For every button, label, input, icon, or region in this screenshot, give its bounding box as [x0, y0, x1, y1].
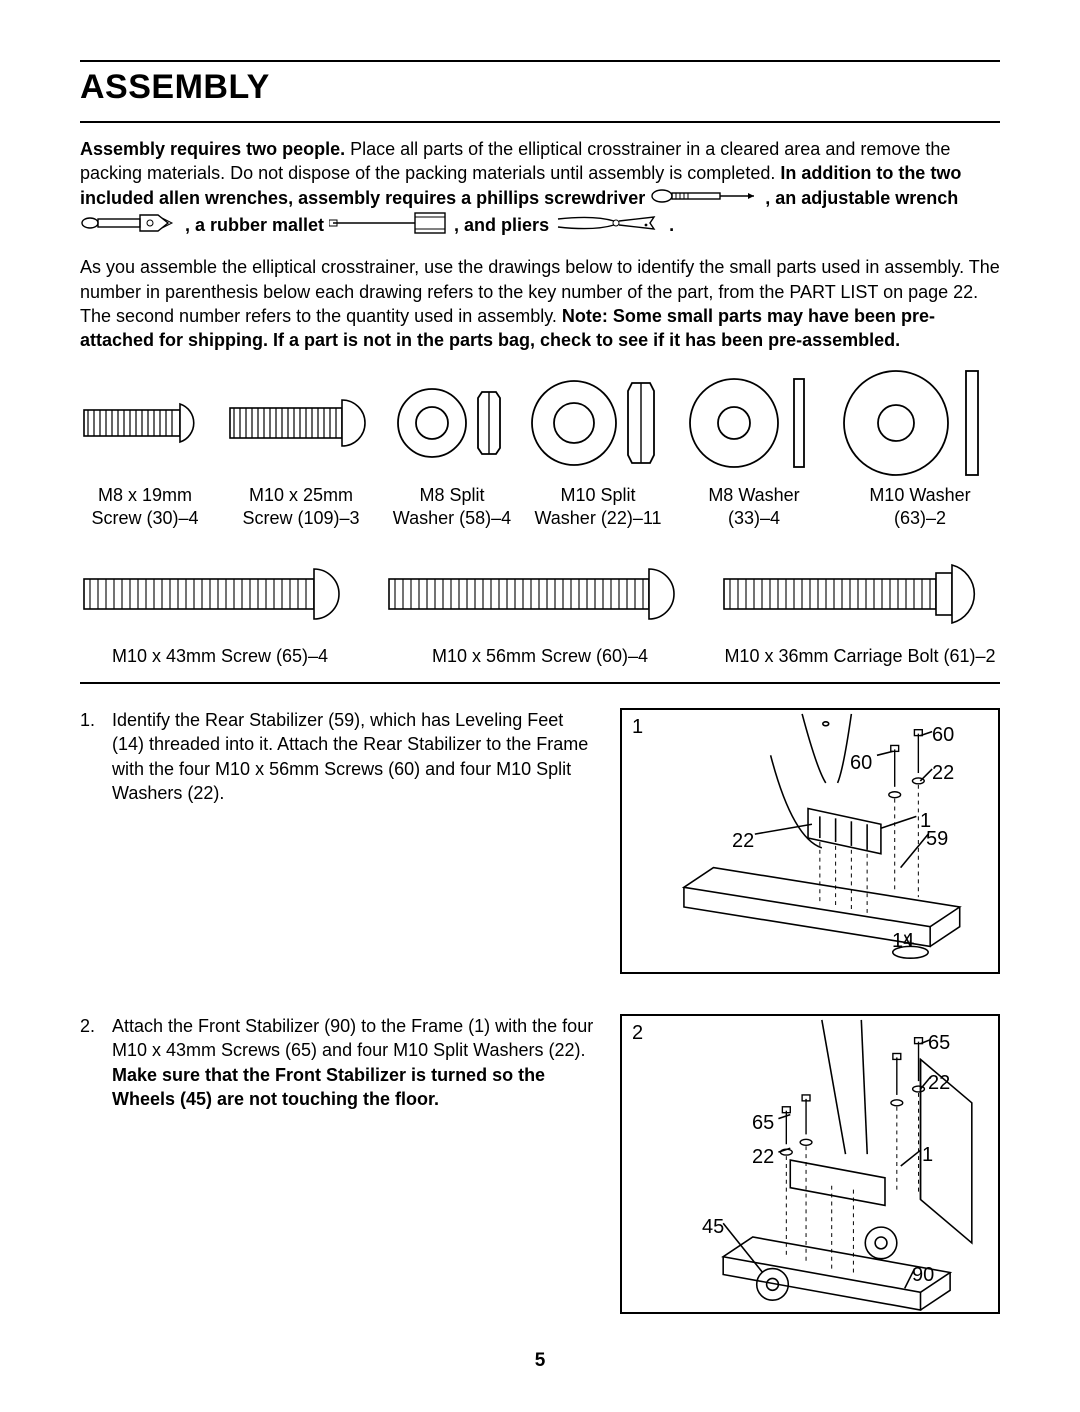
part-m10x25-screw: M10 x 25mm Screw (109)–3 — [226, 368, 376, 529]
callout: 65 — [752, 1112, 774, 1135]
assembly-steps: 1. Identify the Rear Stabilizer (59), wh… — [80, 708, 1000, 1314]
step-2: 2. Attach the Front Stabilizer (90) to t… — [80, 1014, 1000, 1314]
screw-icon — [80, 388, 210, 458]
callout: 65 — [928, 1032, 950, 1055]
parts-grid: M8 x 19mm Screw (30)–4 M10 x 25mm Screw (1… — [80, 368, 1000, 668]
callout: 59 — [926, 828, 948, 851]
rubber-mallet-icon — [329, 211, 449, 241]
part-m8x19-screw: M8 x 19mm Screw (30)–4 — [80, 368, 210, 529]
figure-number: 1 — [632, 716, 643, 739]
intro-paragraph: Assembly requires two people. Place all … — [80, 137, 1000, 241]
washer-icon — [840, 368, 1000, 478]
part-label: M8 x 19mm — [98, 485, 192, 505]
part-label: M10 x 43mm Screw (65)–4 — [112, 646, 328, 666]
washer-icon — [684, 373, 824, 473]
callout: 90 — [912, 1264, 934, 1287]
pliers-icon — [554, 211, 664, 241]
carriage-bolt-icon — [720, 559, 1000, 629]
figure-number: 2 — [632, 1022, 643, 1045]
page-title: ASSEMBLY — [80, 68, 1000, 107]
parts-row-2: M10 x 43mm Screw (65)–4 M10 x 56mm Screw… — [80, 549, 1000, 668]
screw-icon — [226, 388, 376, 458]
part-label: M10 x 56mm Screw (60)–4 — [432, 646, 648, 666]
part-m10x56-screw: M10 x 56mm Screw (60)–4 — [385, 549, 695, 668]
parts-row-1: M8 x 19mm Screw (30)–4 M10 x 25mm Screw (1… — [80, 368, 1000, 529]
part-m10x36-carriage-bolt: M10 x 36mm Carriage Bolt (61)–2 — [720, 549, 1000, 668]
callout: 60 — [932, 724, 954, 747]
rule-under-title — [80, 121, 1000, 123]
part-label: M8 Washer — [708, 485, 799, 505]
page-number: 5 — [80, 1350, 1000, 1372]
part-label: Screw (30)–4 — [91, 508, 198, 528]
part-label: M10 Split — [560, 485, 635, 505]
callout: 14 — [892, 930, 914, 953]
part-label: (63)–2 — [894, 508, 946, 528]
part-m10-washer: M10 Washer (63)–2 — [840, 368, 1000, 529]
part-label: Washer (22)–11 — [534, 508, 661, 528]
step-1-figure: 1 — [620, 708, 1000, 974]
part-label: M10 Washer — [869, 485, 970, 505]
assembly-diagram-icon — [622, 1016, 998, 1312]
step-number: 2. — [80, 1014, 102, 1111]
part-label: Washer (58)–4 — [393, 508, 511, 528]
intro-tools-2: , an adjustable wrench — [760, 188, 958, 208]
part-label: M10 x 36mm Carriage Bolt (61)–2 — [724, 646, 995, 666]
intro-tools-5: . — [664, 215, 674, 235]
part-label: Screw (109)–3 — [242, 508, 359, 528]
intro-lead-bold: Assembly requires two people. — [80, 139, 345, 159]
step-text-plain: Attach the Front Stabilizer (90) to the … — [112, 1016, 593, 1060]
part-label: M10 x 25mm — [249, 485, 353, 505]
intro-tools-3: , a rubber mallet — [180, 215, 329, 235]
page: ASSEMBLY Assembly requires two people. P… — [0, 0, 1080, 1412]
callout: 22 — [752, 1146, 774, 1169]
part-label: M8 Split — [419, 485, 484, 505]
phillips-screwdriver-icon — [650, 187, 760, 211]
long-screw-icon — [80, 559, 360, 629]
step-text-bold: Make sure that the Front Stabilizer is t… — [112, 1065, 545, 1109]
callout: 60 — [850, 752, 872, 775]
paragraph-2: As you assemble the elliptical crosstrai… — [80, 255, 1000, 352]
callout: 22 — [932, 762, 954, 785]
callout: 22 — [732, 830, 754, 853]
split-washer-icon — [528, 373, 668, 473]
step-1: 1. Identify the Rear Stabilizer (59), wh… — [80, 708, 1000, 974]
callout: 1 — [922, 1144, 933, 1167]
rule-top — [80, 60, 1000, 62]
split-washer-icon — [392, 378, 512, 468]
step-text-plain: Identify the Rear Stabilizer (59), which… — [112, 710, 588, 803]
part-m10-split-washer: M10 Split Washer (22)–11 — [528, 368, 668, 529]
part-m8-split-washer: M8 Split Washer (58)–4 — [392, 368, 512, 529]
rule-under-parts — [80, 682, 1000, 684]
adjustable-wrench-icon — [80, 212, 180, 240]
part-m8-washer: M8 Washer (33)–4 — [684, 368, 824, 529]
part-m10x43-screw: M10 x 43mm Screw (65)–4 — [80, 549, 360, 668]
long-screw-icon — [385, 559, 695, 629]
callout: 45 — [702, 1216, 724, 1239]
part-label: (33)–4 — [728, 508, 780, 528]
intro-tools-4: , and pliers — [449, 215, 554, 235]
step-2-figure: 2 — [620, 1014, 1000, 1314]
callout: 22 — [928, 1072, 950, 1095]
step-number: 1. — [80, 708, 102, 805]
